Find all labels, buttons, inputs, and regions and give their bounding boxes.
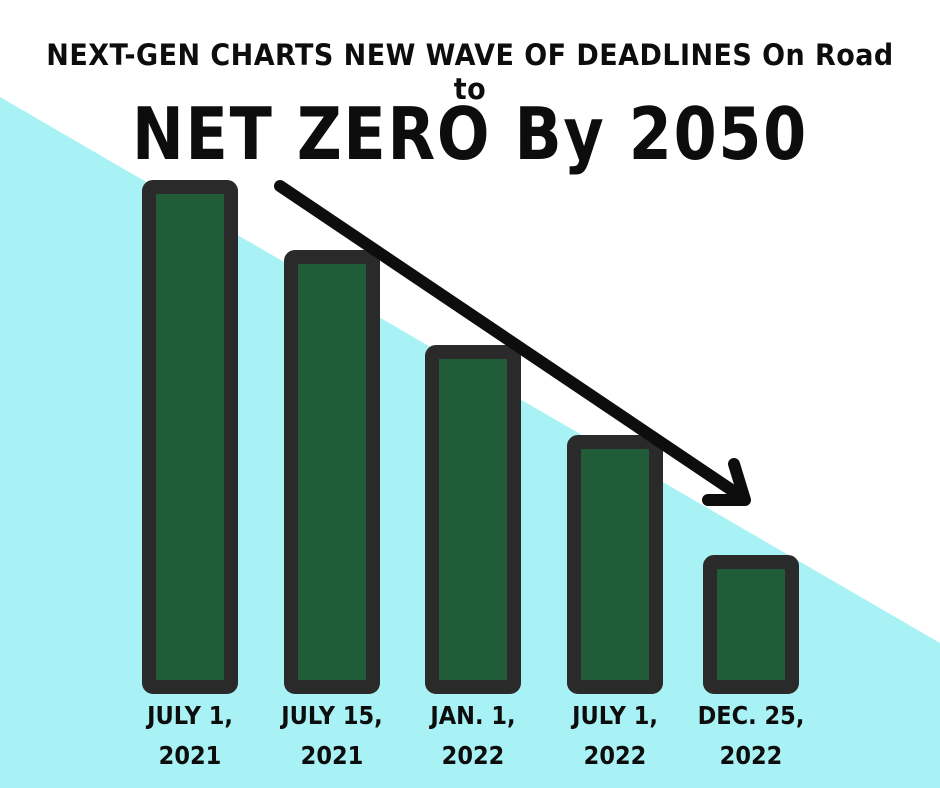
bars-group	[142, 180, 799, 694]
x-tick-label-line: JULY 1,	[147, 701, 233, 730]
trend-arrow-icon	[274, 180, 751, 506]
bar-4	[567, 435, 663, 694]
x-tick-label-line: JULY 15,	[281, 701, 383, 730]
x-tick-label-line: DEC. 25,	[697, 701, 805, 730]
arrow-head	[702, 458, 751, 506]
x-tick-label-1: JULY 1, 2021	[127, 696, 253, 776]
x-tick-label-line: 2022	[719, 741, 783, 770]
x-tick-label-line: 2022	[583, 741, 647, 770]
x-tick-label-line: 2021	[158, 741, 222, 770]
bar-2	[284, 250, 380, 694]
x-tick-label-line: 2021	[300, 741, 364, 770]
chart-title: NET ZERO By 2050	[132, 92, 808, 176]
x-tick-label-5: DEC. 25, 2022	[688, 696, 814, 776]
arrow-shaft	[274, 180, 748, 503]
bar-5	[703, 555, 799, 694]
x-tick-label-line: JAN. 1,	[430, 701, 516, 730]
bar-1	[142, 180, 238, 694]
x-tick-label-line: 2022	[441, 741, 505, 770]
x-tick-label-4: JULY 1, 2022	[552, 696, 678, 776]
x-tick-label-line: JULY 1,	[572, 701, 658, 730]
bar-3	[425, 345, 521, 694]
chart-subtitle: NEXT-GEN CHARTS NEW WAVE OF DEADLINES On…	[46, 38, 894, 106]
x-tick-label-3: JAN. 1, 2022	[410, 696, 536, 776]
x-tick-label-2: JULY 15, 2021	[269, 696, 395, 776]
